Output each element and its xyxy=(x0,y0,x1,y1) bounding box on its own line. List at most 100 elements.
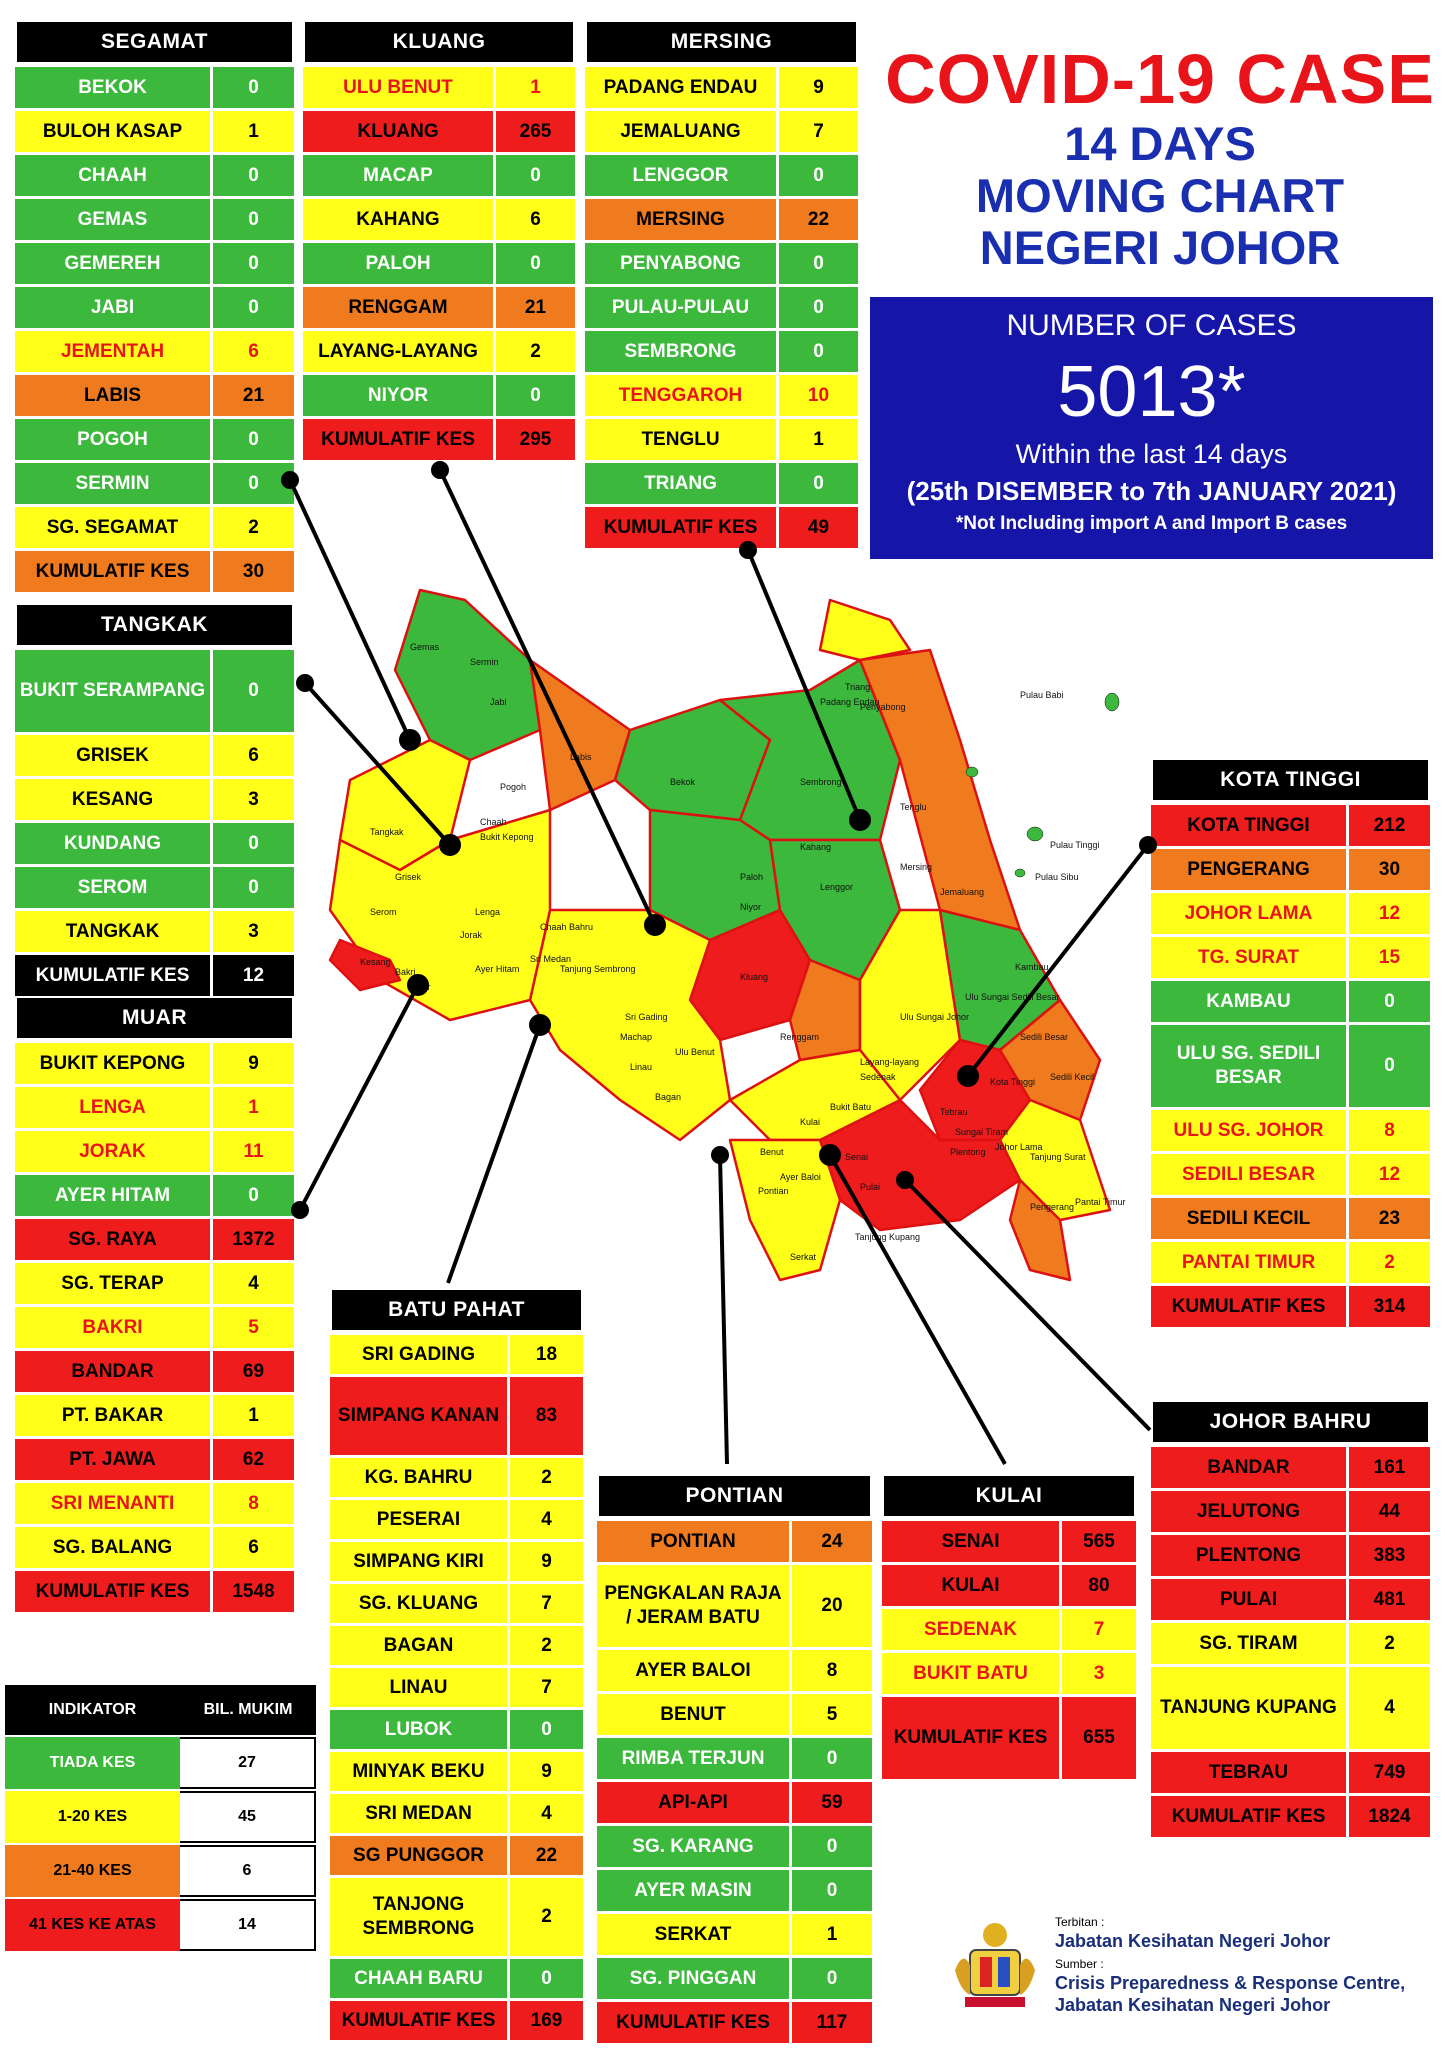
map-place-label: Pulau Babi xyxy=(1020,690,1064,700)
case-count: 2 xyxy=(1349,1242,1430,1283)
case-count: 22 xyxy=(510,1836,583,1875)
case-count: 0 xyxy=(213,463,294,504)
map-place-label: Chaah Bahru xyxy=(540,922,593,932)
table-row: PT. JAWA 62 xyxy=(15,1436,294,1480)
map-place-label: Sedili Besar xyxy=(1020,1032,1068,1042)
mukim-name: GEMEREH xyxy=(15,243,213,284)
cases-label: NUMBER OF CASES xyxy=(1006,309,1297,342)
map-place-label: Linau xyxy=(630,1062,652,1072)
case-count: 2 xyxy=(213,507,294,548)
case-count: 0 xyxy=(792,1870,872,1911)
table-row: ULU SG. SEDILI BESAR 0 xyxy=(1151,1022,1430,1107)
table-row: KUMULATIF KES 30 xyxy=(15,548,294,592)
mukim-name: CHAAH BARU xyxy=(330,1959,510,1998)
case-count: 0 xyxy=(792,1958,872,1999)
table-header: KLUANG xyxy=(303,20,575,64)
map-place-label: Tenglu xyxy=(900,802,927,812)
map-region-labis xyxy=(528,658,632,812)
footer-sumber-label: Sumber : xyxy=(1055,1957,1104,1971)
map-place-label: Pulau Sibu xyxy=(1035,872,1079,882)
case-count: 4 xyxy=(1349,1667,1430,1749)
table-row: KUMULATIF KES 117 xyxy=(597,1999,872,2043)
table-row: SEDILI BESAR 12 xyxy=(1151,1151,1430,1195)
map-place-label: Kota Tinggi xyxy=(990,1077,1035,1087)
case-count: 5 xyxy=(792,1694,872,1735)
mukim-name: SENAI xyxy=(882,1521,1062,1562)
case-count: 0 xyxy=(1349,1025,1430,1107)
map-place-label: Gemas xyxy=(410,642,440,652)
cases-summary-box: NUMBER OF CASES 5013* Within the last 14… xyxy=(870,297,1433,559)
map-island-1 xyxy=(1104,692,1120,712)
case-count: 12 xyxy=(1349,1154,1430,1195)
table-row: SG. BALANG 6 xyxy=(15,1524,294,1568)
map-place-label: Renggam xyxy=(780,1032,819,1042)
mukim-name: PENYABONG xyxy=(585,243,779,284)
table-row: LABIS 21 xyxy=(15,372,294,416)
case-count: 1 xyxy=(213,1395,294,1436)
map-place-label: Bekok xyxy=(670,777,696,787)
mukim-name: TANJONG SEMBRONG xyxy=(330,1878,510,1956)
table-row: SIMPANG KIRI 9 xyxy=(330,1539,583,1581)
case-count: 0 xyxy=(213,243,294,284)
case-count: 10 xyxy=(779,375,858,416)
table-row: KG. BAHRU 2 xyxy=(330,1455,583,1497)
table-segamat: SEGAMAT BEKOK 0 BULOH KASAP 1 CHAAH 0 GEMAS 0 GEM… xyxy=(15,20,294,592)
map-place-label: Bukit Batu xyxy=(830,1102,871,1112)
mukim-name: KAHANG xyxy=(303,199,496,240)
table-row: PANTAI TIMUR 2 xyxy=(1151,1239,1430,1283)
mukim-name: LINAU xyxy=(330,1668,510,1707)
table-row: JEMALUANG 7 xyxy=(585,108,858,152)
legend-count: 45 xyxy=(180,1791,316,1843)
case-count: 0 xyxy=(213,287,294,328)
mukim-name: KAMBAU xyxy=(1151,981,1349,1022)
title-line-2: 14 DAYS xyxy=(1064,117,1256,170)
case-count: 30 xyxy=(1349,849,1430,890)
case-count: 0 xyxy=(779,155,858,196)
case-count: 0 xyxy=(1349,981,1430,1022)
table-row: KUMULATIF KES 49 xyxy=(585,504,858,548)
map-place-label: Machap xyxy=(620,1032,652,1042)
map-place-label: Lenggor xyxy=(820,882,853,892)
table-row: SG. PINGGAN 0 xyxy=(597,1955,872,1999)
mukim-name: RIMBA TERJUN xyxy=(597,1738,792,1779)
cases-value: 5013* xyxy=(1057,352,1246,432)
map-place-label: Muar xyxy=(410,982,431,992)
table-row: KUMULATIF KES 12 xyxy=(15,952,294,996)
case-count: 7 xyxy=(510,1668,583,1707)
table-row: TEBRAU 749 xyxy=(1151,1749,1430,1793)
case-count: 83 xyxy=(510,1377,583,1455)
case-count: 749 xyxy=(1349,1752,1430,1793)
mukim-name: KOTA TINGGI xyxy=(1151,805,1349,846)
case-count: 212 xyxy=(1349,805,1430,846)
mukim-name: SERMIN xyxy=(15,463,213,504)
mukim-name: KUMULATIF KES xyxy=(15,551,213,592)
map-place-label: Benut xyxy=(760,1147,784,1157)
mukim-name: TANJUNG KUPANG xyxy=(1151,1667,1349,1749)
case-count: 49 xyxy=(779,507,858,548)
map-place-label: Kulai xyxy=(800,1117,820,1127)
mukim-name: BANDAR xyxy=(1151,1447,1349,1488)
map-place-label: Bagan xyxy=(655,1092,681,1102)
mukim-name: SRI MENANTI xyxy=(15,1483,213,1524)
case-count: 7 xyxy=(1062,1609,1136,1650)
table-row: SEDENAK 7 xyxy=(882,1606,1136,1650)
table-row: SERKAT 1 xyxy=(597,1911,872,1955)
table-row: KUMULATIF KES 295 xyxy=(303,416,575,460)
case-count: 9 xyxy=(510,1752,583,1791)
table-mersing: MERSING PADANG ENDAU 9 JEMALUANG 7 LENGGOR 0 ME… xyxy=(585,20,858,548)
mukim-name: LUBOK xyxy=(330,1710,510,1749)
mukim-name: SG. PINGGAN xyxy=(597,1958,792,1999)
map-place-label: Pontian xyxy=(758,1186,789,1196)
table-row: SG. SEGAMAT 2 xyxy=(15,504,294,548)
table-row: KESANG 3 xyxy=(15,776,294,820)
table-row: JORAK 11 xyxy=(15,1128,294,1172)
mukim-name: JORAK xyxy=(15,1131,213,1172)
case-count: 11 xyxy=(213,1131,294,1172)
mukim-name: JEMALUANG xyxy=(585,111,779,152)
table-tangkak: TANGKAK BUKIT SERAMPANG 0 GRISEK 6 KESANG 3 KUN… xyxy=(15,603,294,996)
case-count: 1 xyxy=(792,1914,872,1955)
mukim-name: RENGGAM xyxy=(303,287,496,328)
case-count: 0 xyxy=(213,1175,294,1216)
table-row: MINYAK BEKU 9 xyxy=(330,1749,583,1791)
map-place-label: Ulu Sungai Johor xyxy=(900,1012,969,1022)
